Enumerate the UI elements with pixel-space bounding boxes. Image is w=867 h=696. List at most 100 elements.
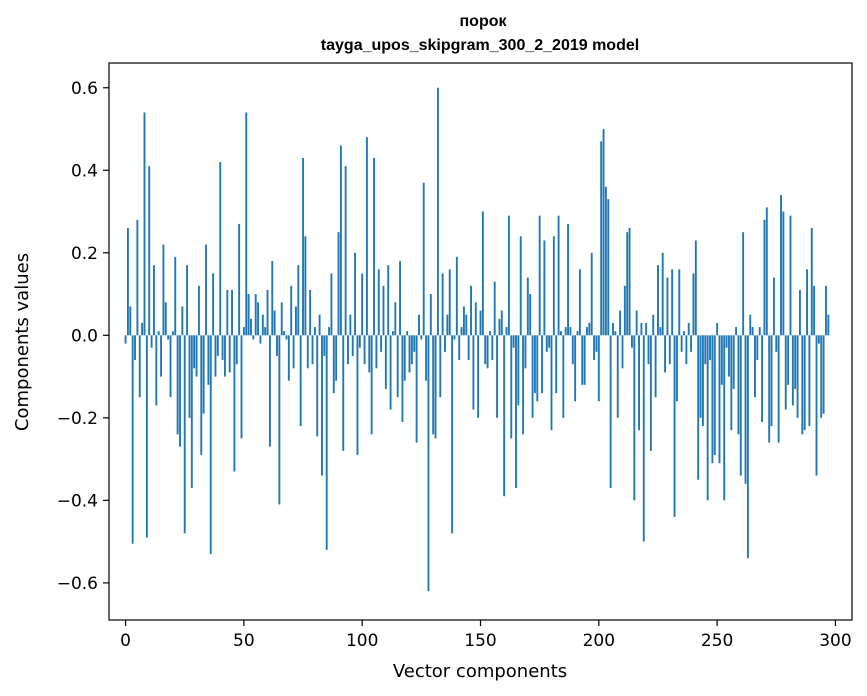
bar-73 <box>297 265 300 336</box>
bar-229 <box>666 277 669 336</box>
bar-9 <box>145 335 148 538</box>
bar-164 <box>512 335 515 348</box>
bar-222 <box>649 335 652 451</box>
bar-76 <box>304 236 307 336</box>
bar-69 <box>287 335 290 381</box>
bar-101 <box>363 335 366 365</box>
bar-5 <box>136 219 139 336</box>
bar-220 <box>645 322 648 336</box>
bars-group <box>124 87 830 592</box>
bar-124 <box>418 314 420 336</box>
bar-90 <box>337 232 340 336</box>
bar-122 <box>413 335 416 352</box>
bar-104 <box>370 335 373 435</box>
bar-215 <box>633 335 636 501</box>
bar-19 <box>169 335 172 398</box>
bar-83 <box>321 335 323 476</box>
x-tick-label-150: 150 <box>464 631 496 651</box>
bar-115 <box>396 335 399 398</box>
x-tick-label-50: 50 <box>233 631 255 651</box>
bar-136 <box>446 314 449 336</box>
bar-243 <box>699 335 702 418</box>
bar-228 <box>664 335 667 373</box>
bar-277 <box>780 195 782 336</box>
bar-156 <box>493 281 496 336</box>
bar-16 <box>162 244 165 336</box>
bar-254 <box>725 335 728 348</box>
bar-161 <box>505 327 508 336</box>
y-tick-label-4: 0.2 <box>71 244 98 264</box>
bar-127 <box>425 335 428 381</box>
bar-265 <box>751 327 754 336</box>
bar-261 <box>742 232 745 336</box>
bar-78 <box>309 289 312 336</box>
bar-275 <box>775 335 778 352</box>
bar-184 <box>560 331 562 336</box>
bar-102 <box>365 137 368 336</box>
bar-49 <box>240 335 243 439</box>
bar-64 <box>276 335 278 356</box>
bar-290 <box>810 228 813 336</box>
x-axis-label: Vector components <box>393 661 567 682</box>
bar-38 <box>214 335 217 377</box>
bar-84 <box>323 335 326 356</box>
bar-45 <box>231 289 233 336</box>
bar-82 <box>318 314 321 336</box>
bar-197 <box>590 252 593 336</box>
bar-40 <box>219 162 222 336</box>
bar-162 <box>507 215 510 336</box>
bar-165 <box>515 335 517 488</box>
bar-168 <box>522 335 525 435</box>
bar-273 <box>770 335 773 427</box>
bar-276 <box>777 335 780 443</box>
bar-179 <box>548 335 551 348</box>
bar-140 <box>455 256 458 336</box>
bar-34 <box>205 244 207 336</box>
bar-151 <box>481 211 484 336</box>
bar-54 <box>252 335 255 340</box>
bar-143 <box>462 306 465 336</box>
bar-262 <box>744 335 747 484</box>
bar-106 <box>375 335 378 369</box>
bar-180 <box>550 335 553 431</box>
bar-218 <box>640 322 643 336</box>
bar-91 <box>339 145 342 336</box>
bar-153 <box>486 335 489 369</box>
bar-263 <box>746 335 749 559</box>
bar-129 <box>429 294 432 336</box>
bar-0 <box>124 335 127 344</box>
bar-274 <box>772 277 775 336</box>
bar-279 <box>784 335 787 410</box>
bar-65 <box>278 335 281 505</box>
bar-111 <box>387 265 390 336</box>
bar-92 <box>342 335 345 451</box>
bar-177 <box>543 240 546 336</box>
bar-23 <box>179 335 181 447</box>
bar-98 <box>356 335 359 455</box>
bar-227 <box>661 252 664 336</box>
bar-87 <box>330 273 333 336</box>
bar-4 <box>134 335 136 361</box>
y-tick-label-2: −0.2 <box>57 409 98 429</box>
bar-1 <box>126 228 129 336</box>
bar-8 <box>143 112 146 336</box>
bar-88 <box>332 335 335 394</box>
bar-133 <box>439 335 442 398</box>
bar-285 <box>799 289 801 336</box>
bar-135 <box>444 335 446 352</box>
bar-68 <box>285 335 288 340</box>
bar-171 <box>529 294 532 336</box>
bar-239 <box>690 335 693 352</box>
bar-230 <box>668 335 671 365</box>
bar-6 <box>138 335 141 398</box>
bar-3 <box>131 335 134 544</box>
bar-272 <box>768 335 771 443</box>
bar-7 <box>141 322 144 336</box>
bar-145 <box>467 335 470 361</box>
bar-187 <box>567 223 569 336</box>
bar-280 <box>787 335 790 385</box>
bar-212 <box>626 232 629 336</box>
bar-39 <box>216 335 219 356</box>
bar-105 <box>373 157 375 336</box>
bar-100 <box>361 273 364 336</box>
